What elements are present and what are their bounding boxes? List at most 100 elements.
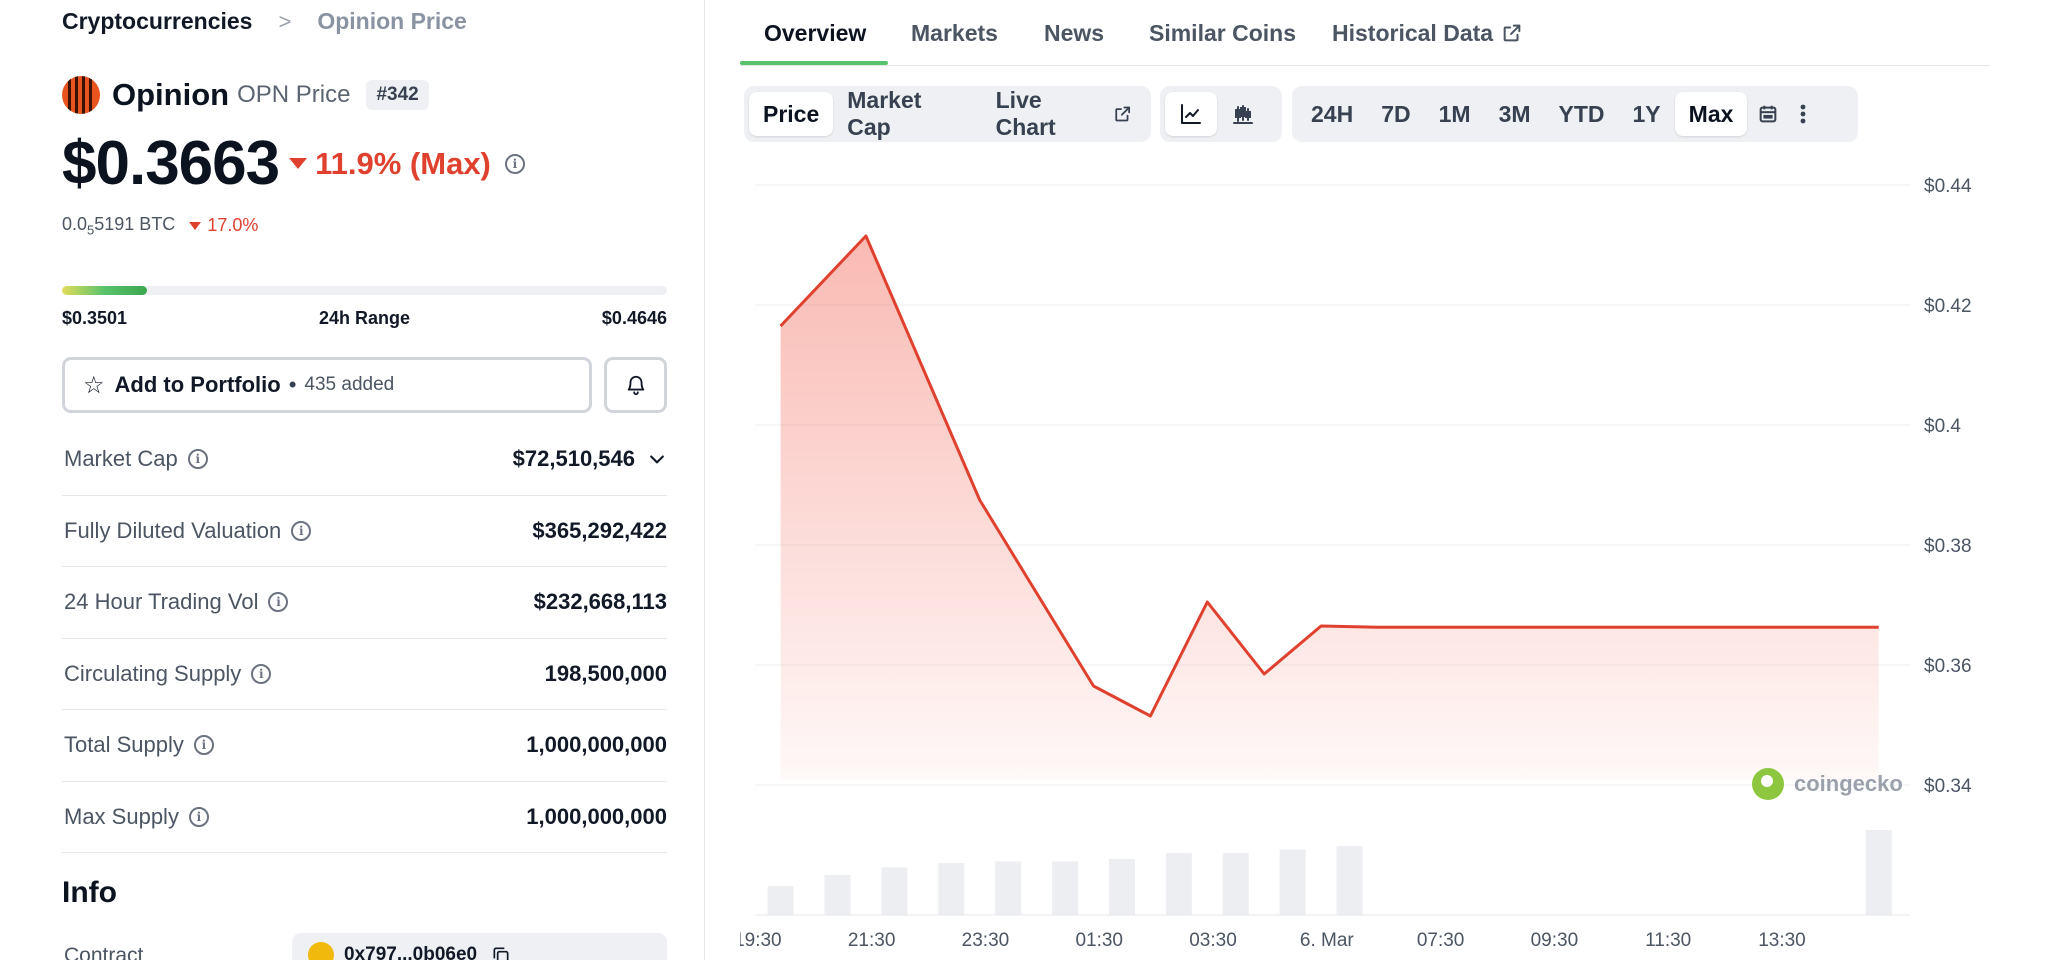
line-chart-button[interactable] xyxy=(1165,92,1217,136)
range-1m-button[interactable]: 1M xyxy=(1438,100,1471,127)
info-heading: Info xyxy=(62,876,117,909)
x-tick-label: 07:30 xyxy=(1417,930,1465,951)
range-high: $0.4646 xyxy=(601,308,667,328)
copy-icon[interactable] xyxy=(491,945,511,960)
x-tick-label: 21:30 xyxy=(848,930,896,951)
range-24h-button[interactable]: 24H xyxy=(1311,100,1354,127)
external-link-icon xyxy=(1114,106,1130,122)
breadcrumb-separator: > xyxy=(278,8,292,34)
x-tick-label: 13:30 xyxy=(1758,930,1806,951)
live-chart-button[interactable]: Live Chart xyxy=(982,87,1146,140)
breadcrumb-cryptocurrencies[interactable]: Cryptocurrencies xyxy=(62,8,253,34)
price-chart[interactable]: $0.44 $0.42 $0.4 $0.38 $0.36 $0.34 19:30 21:30 2… xyxy=(740,160,1990,960)
price-change: 11.9% (Max) xyxy=(289,146,491,182)
y-tick-label: $0.4 xyxy=(1924,416,1961,437)
time-range-selector: 24H 7D 1M 3M YTD 1Y Max xyxy=(1292,86,1858,142)
portfolio-count: 435 added xyxy=(304,374,395,395)
stats-list: Market Cap i $72,510,546 Fully Diluted Va… xyxy=(62,424,667,853)
chart-view-toggle xyxy=(1160,86,1282,142)
volume-bar xyxy=(1865,830,1892,915)
info-icon[interactable]: i xyxy=(268,592,289,613)
volume-bar xyxy=(1108,858,1135,915)
tab-markets[interactable]: Markets xyxy=(911,20,998,46)
info-icon[interactable]: i xyxy=(188,806,209,827)
date-range-button[interactable] xyxy=(1747,92,1789,136)
info-icon[interactable]: i xyxy=(187,449,208,470)
line-chart-icon xyxy=(1181,104,1201,124)
active-tab-indicator xyxy=(740,61,888,65)
volume-bar xyxy=(995,861,1022,915)
info-icon[interactable]: i xyxy=(504,153,525,174)
range-1y-button[interactable]: 1Y xyxy=(1632,100,1661,127)
candlestick-chart-icon xyxy=(1233,105,1253,124)
24h-range-fill xyxy=(62,286,147,295)
down-arrow-icon xyxy=(289,158,308,169)
btc-price-row: 0.055191 BTC 17.0% xyxy=(62,214,258,238)
chart-type-toggle: Price Market Cap Live Chart xyxy=(744,86,1151,142)
breadcrumb-current: Opinion Price xyxy=(317,8,467,34)
contract-address: 0x797...0b06e0 xyxy=(344,944,478,960)
price-alert-button[interactable] xyxy=(604,357,667,413)
more-vertical-icon xyxy=(1801,104,1806,124)
range-label: 24h Range xyxy=(318,308,411,328)
stat-max-supply: Max Supply i 1,000,000,000 xyxy=(62,782,667,853)
24h-range-labels: $0.3501 24h Range $0.4646 xyxy=(62,308,667,329)
bell-icon xyxy=(627,375,644,396)
opinion-logo-icon xyxy=(62,76,100,114)
info-icon[interactable]: i xyxy=(193,735,214,756)
chevron-down-icon[interactable] xyxy=(647,449,667,469)
market-cap-chart-button[interactable]: Market Cap xyxy=(847,87,922,140)
tab-similar-coins[interactable]: Similar Coins xyxy=(1149,20,1296,46)
contract-address-box[interactable]: 0x797...0b06e0 xyxy=(292,933,667,960)
bnb-chain-icon xyxy=(308,942,334,960)
panel-divider xyxy=(704,0,705,960)
breadcrumb: Cryptocurrencies > Opinion Price xyxy=(62,8,467,35)
volume-bar xyxy=(824,875,851,915)
range-3m-button[interactable]: 3M xyxy=(1498,100,1531,127)
external-link-icon xyxy=(1503,24,1521,42)
calendar-icon xyxy=(1760,105,1777,123)
range-max-button[interactable]: Max xyxy=(1674,92,1748,136)
price-row: $0.3663 11.9% (Max) i xyxy=(62,128,525,199)
coin-tabs: Overview Markets News Similar Coins Hist… xyxy=(740,0,1990,66)
add-to-portfolio-button[interactable]: ☆ Add to Portfolio • 435 added xyxy=(62,357,592,413)
tab-historical-data[interactable]: Historical Data xyxy=(1332,20,1523,47)
more-options-button[interactable] xyxy=(1789,92,1817,136)
stat-circulating-supply: Circulating Supply i 198,500,000 xyxy=(62,639,667,710)
range-low: $0.3501 xyxy=(62,308,128,328)
stat-total-supply: Total Supply i 1,000,000,000 xyxy=(62,710,667,782)
volume-bar xyxy=(1279,849,1306,915)
coin-symbol: OPN Price xyxy=(237,81,351,108)
y-tick-label: $0.42 xyxy=(1924,296,1972,317)
candlestick-chart-button[interactable] xyxy=(1217,92,1269,136)
tab-news[interactable]: News xyxy=(1044,20,1105,46)
star-icon: ☆ xyxy=(83,371,105,399)
volume-bar xyxy=(767,886,794,915)
tab-overview[interactable]: Overview xyxy=(764,20,867,46)
x-tick-label: 03:30 xyxy=(1189,930,1237,951)
y-tick-label: $0.36 xyxy=(1924,656,1972,677)
x-tick-label: 23:30 xyxy=(962,930,1010,951)
stat-fully-diluted-valuation: Fully Diluted Valuation i $365,292,422 xyxy=(62,496,667,567)
coin-overview-panel: Cryptocurrencies > Opinion Price Opinion… xyxy=(62,0,668,960)
range-7d-button[interactable]: 7D xyxy=(1381,100,1411,127)
price-line xyxy=(779,234,1879,718)
coingecko-watermark: coingecko xyxy=(1752,768,1903,800)
range-ytd-button[interactable]: YTD xyxy=(1558,100,1605,127)
info-icon[interactable]: i xyxy=(291,520,312,541)
y-tick-label: $0.34 xyxy=(1924,776,1972,797)
price-chart-button[interactable]: Price xyxy=(749,92,834,136)
24h-range-bar xyxy=(62,286,667,295)
volume-bar xyxy=(1052,861,1079,915)
coingecko-logo-icon xyxy=(1752,768,1784,800)
price-change-value: 11.9% (Max) xyxy=(315,145,491,181)
volume-bar xyxy=(938,863,965,915)
volume-bar xyxy=(1336,846,1363,915)
x-tick-label: 01:30 xyxy=(1075,930,1123,951)
x-tick-label: 6. Mar xyxy=(1300,930,1355,951)
x-tick-label: 11:30 xyxy=(1645,930,1691,951)
price-area xyxy=(780,236,1879,780)
info-icon[interactable]: i xyxy=(251,663,272,684)
btc-price: 0.055191 BTC xyxy=(62,214,176,238)
stat-24h-trading-volume: 24 Hour Trading Vol i $232,668,113 xyxy=(62,567,667,639)
